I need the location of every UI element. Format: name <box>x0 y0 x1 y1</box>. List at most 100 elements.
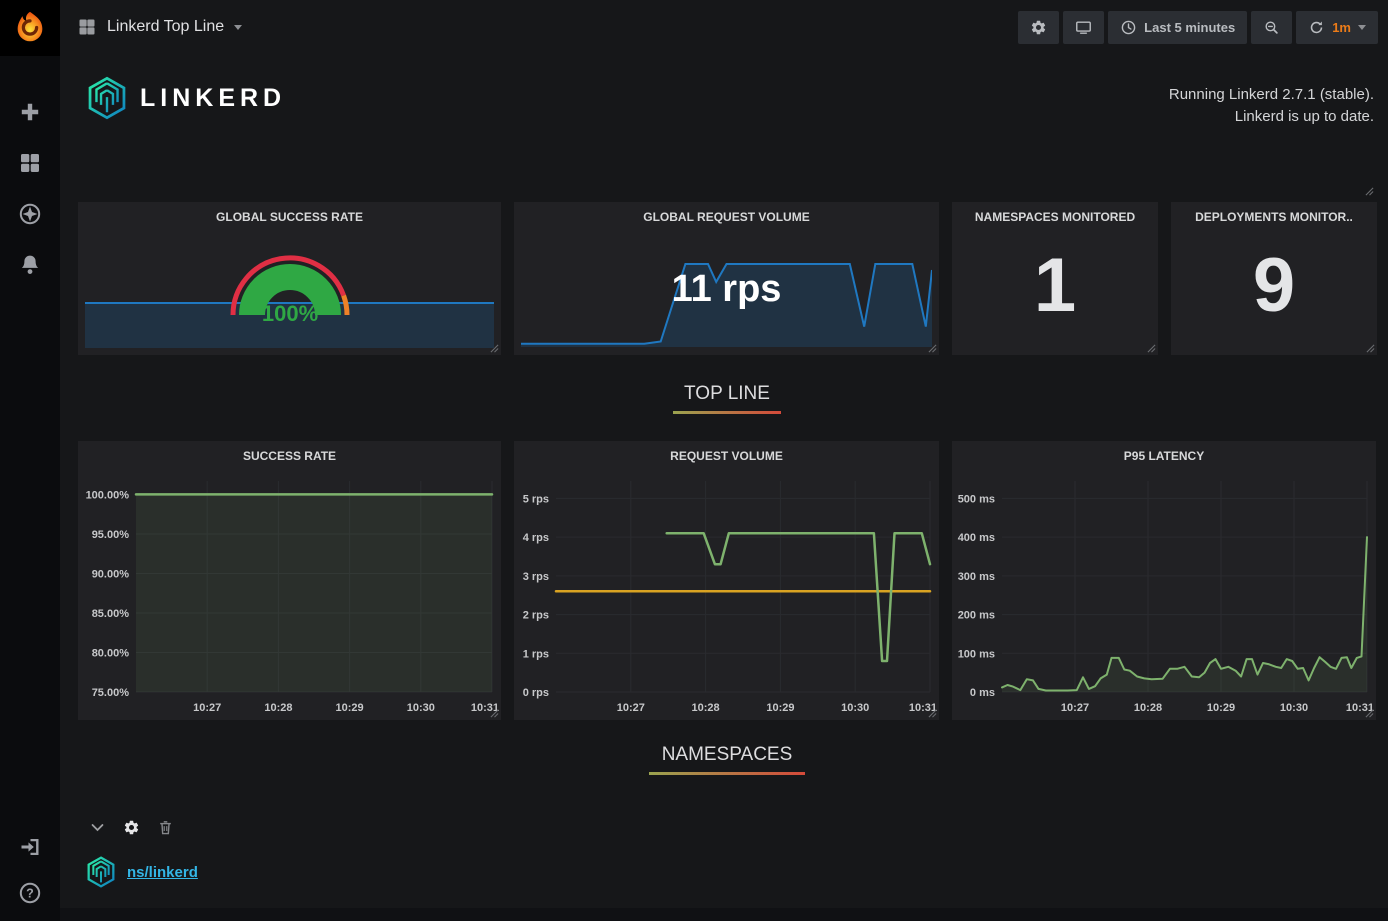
stat-value: 9 <box>1252 243 1296 328</box>
svg-text:80.00%: 80.00% <box>92 647 130 659</box>
row-settings-button[interactable] <box>123 819 140 836</box>
request-volume-sparkline <box>521 263 933 347</box>
p95-latency-chart: 10:27 10:28 10:29 10:30 10:31 500 ms 400 ms 300… <box>952 471 1376 720</box>
resize-grip[interactable] <box>490 709 499 718</box>
svg-text:4 rps: 4 rps <box>523 532 549 544</box>
svg-text:10:30: 10:30 <box>407 702 435 714</box>
section-underline <box>673 410 781 414</box>
panel-request-volume-graph: REQUEST VOLUME 10:27 10:28 10:29 10:30 10:31… <box>514 441 939 720</box>
status-line-2: Linkerd is up to date. <box>1234 108 1374 125</box>
refresh-picker[interactable]: 1m <box>1296 10 1378 44</box>
top-line-header: TOP LINE <box>78 355 1376 441</box>
dashboard-icon <box>79 19 95 35</box>
panel-title[interactable]: DEPLOYMENTS MONITOR.. <box>1195 210 1353 224</box>
status-line-1: Running Linkerd 2.7.1 (stable). <box>1168 86 1374 103</box>
dashboard-title-group[interactable]: Linkerd Top Line <box>77 17 243 37</box>
help-button[interactable]: ? <box>18 881 42 905</box>
dashboard-content: LINKERD Running Linkerd 2.7.1 (stable). … <box>60 54 1388 921</box>
panel-title[interactable]: GLOBAL SUCCESS RATE <box>216 210 363 224</box>
time-range-label: Last 5 minutes <box>1144 19 1236 35</box>
stat-value: 11 rps <box>671 268 782 310</box>
time-range-picker[interactable]: Last 5 minutes <box>1108 10 1248 44</box>
stat-value: 1 <box>1033 243 1077 328</box>
svg-text:10:29: 10:29 <box>1207 702 1235 714</box>
alerting-button[interactable] <box>18 253 42 277</box>
panel-title[interactable]: REQUEST VOLUME <box>670 449 783 463</box>
resize-grip[interactable] <box>490 344 499 353</box>
svg-text:500 ms: 500 ms <box>958 493 995 505</box>
success-rate-gauge: 100% <box>220 239 360 326</box>
sign-in-icon <box>21 839 39 855</box>
dashboards-button[interactable] <box>18 151 42 175</box>
grafana-flame-icon <box>17 11 43 42</box>
panel-title[interactable]: P95 LATENCY <box>1123 449 1205 463</box>
namespace-row: ns/linkerd <box>78 856 1376 888</box>
help-icon: ? <box>19 882 41 904</box>
svg-text:300 ms: 300 ms <box>958 571 995 583</box>
svg-text:10:28: 10:28 <box>1134 702 1162 714</box>
svg-text:10:30: 10:30 <box>841 702 869 714</box>
row-delete-button[interactable] <box>157 819 174 836</box>
panel-deployments-monitored: DEPLOYMENTS MONITOR.. 9 <box>1171 202 1377 355</box>
linkerd-brand-text: LINKERD <box>140 83 287 112</box>
success-rate-chart: 10:27 10:28 10:29 10:30 10:31 100.00% 95.00% 90… <box>78 471 501 720</box>
dashboard-settings-button[interactable] <box>1018 10 1060 44</box>
svg-text:?: ? <box>26 886 34 900</box>
svg-text:100 ms: 100 ms <box>958 648 995 660</box>
plus-icon <box>21 103 39 121</box>
graphs-row: SUCCESS RATE 10:27 10:28 10:29 10:30 10:31 10… <box>78 441 1376 720</box>
explore-button[interactable] <box>18 202 42 226</box>
namespaces-header: NAMESPACES <box>78 720 1376 798</box>
panel-success-rate-graph: SUCCESS RATE 10:27 10:28 10:29 10:30 10:31 10… <box>78 441 501 720</box>
svg-text:10:31: 10:31 <box>471 702 499 714</box>
svg-text:3 rps: 3 rps <box>523 571 549 583</box>
panel-p95-latency-graph: P95 LATENCY 10:27 10:28 10:29 10:30 10:31 500… <box>952 441 1376 720</box>
svg-text:5 rps: 5 rps <box>523 493 549 505</box>
svg-text:10:28: 10:28 <box>264 702 292 714</box>
trash-icon <box>160 820 171 834</box>
svg-text:1 rps: 1 rps <box>523 648 549 660</box>
svg-text:10:27: 10:27 <box>617 702 645 714</box>
svg-text:85.00%: 85.00% <box>92 608 130 620</box>
svg-text:10:29: 10:29 <box>766 702 794 714</box>
request-volume-chart: 10:27 10:28 10:29 10:30 10:31 5 rps 4 rps 3 rps… <box>514 471 939 720</box>
create-plus-button[interactable] <box>18 100 42 124</box>
panel-title[interactable]: SUCCESS RATE <box>242 449 337 463</box>
chevron-down-icon <box>91 823 104 831</box>
panel-title[interactable]: GLOBAL REQUEST VOLUME <box>643 210 810 224</box>
resize-grip[interactable] <box>1365 187 1374 196</box>
header-row: LINKERD Running Linkerd 2.7.1 (stable). … <box>78 62 1376 202</box>
svg-text:10:30: 10:30 <box>1280 702 1308 714</box>
svg-text:2 rps: 2 rps <box>523 610 549 622</box>
resize-grip[interactable] <box>928 709 937 718</box>
title-caret-icon <box>234 24 243 30</box>
tv-mode-button[interactable] <box>1063 10 1105 44</box>
svg-text:0 rps: 0 rps <box>523 687 549 699</box>
zoom-out-button[interactable] <box>1251 10 1293 44</box>
svg-text:10:31: 10:31 <box>1346 702 1374 714</box>
svg-text:400 ms: 400 ms <box>958 532 995 544</box>
resize-grip[interactable] <box>1366 344 1375 353</box>
explore-compass-icon <box>19 203 41 225</box>
sidebar: ? <box>0 0 60 921</box>
row-controls <box>78 816 1376 838</box>
linkerd-logo-icon <box>87 856 115 888</box>
panel-global-request-volume: GLOBAL REQUEST VOLUME 11 rps <box>514 202 939 355</box>
sign-in-button[interactable] <box>18 835 42 859</box>
gauge-value: 100% <box>261 301 317 325</box>
row-collapse-button[interactable] <box>89 819 106 836</box>
panel-title[interactable]: NAMESPACES MONITORED <box>974 210 1136 224</box>
resize-grip[interactable] <box>1147 344 1156 353</box>
svg-text:200 ms: 200 ms <box>958 610 995 622</box>
section-title: NAMESPACES <box>661 743 793 765</box>
success-rate-sparkline <box>85 302 494 348</box>
panel-namespaces-monitored: NAMESPACES MONITORED 1 <box>952 202 1158 355</box>
grafana-logo[interactable] <box>0 0 60 56</box>
svg-text:90.00%: 90.00% <box>92 568 130 580</box>
namespace-link[interactable]: ns/linkerd <box>127 863 198 881</box>
panel-global-success-rate: GLOBAL SUCCESS RATE 100% <box>78 202 501 355</box>
resize-grip[interactable] <box>928 344 937 353</box>
alerting-bell-icon <box>21 255 39 274</box>
resize-grip[interactable] <box>1365 709 1374 718</box>
